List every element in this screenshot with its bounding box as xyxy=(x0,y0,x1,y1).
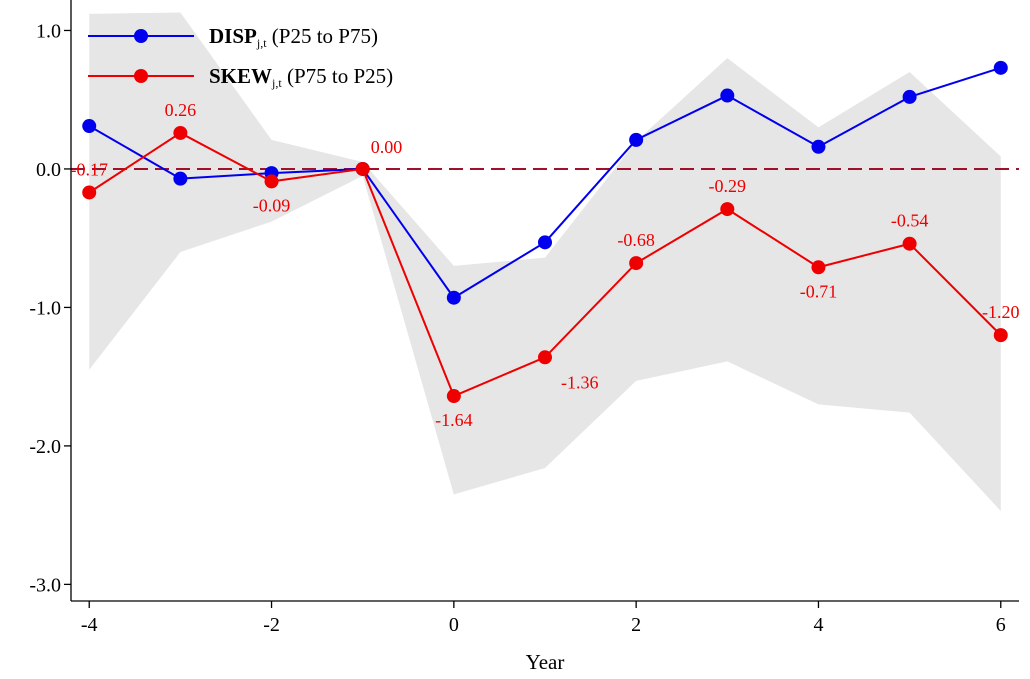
y-tick-label: 0.0 xyxy=(36,159,61,181)
data-label: 0.00 xyxy=(371,137,403,157)
x-tick-label: -2 xyxy=(263,614,280,636)
data-point-disp xyxy=(993,60,1008,75)
axes-layer: 1.0 0.0 -1.0 -2.0 -3.0 -4 -2 0 2 4 6 xyxy=(29,0,1019,636)
data-label: -0.68 xyxy=(617,230,655,250)
x-tick-label: 6 xyxy=(996,614,1006,636)
data-label: 0.26 xyxy=(165,100,197,120)
data-point-skew xyxy=(82,185,97,200)
data-label: -0.29 xyxy=(709,176,747,196)
data-point-skew xyxy=(446,389,461,404)
x-tick-label: 0 xyxy=(449,614,459,636)
data-point-skew xyxy=(173,125,188,140)
data-label: -0.09 xyxy=(253,195,291,215)
legend-marker xyxy=(134,29,148,43)
data-point-skew xyxy=(720,202,735,217)
legend-label: SKEWj,t (P75 to P25) xyxy=(209,64,393,90)
data-point-skew xyxy=(538,350,552,365)
data-label: -0.17 xyxy=(70,159,108,179)
x-tick-label: 4 xyxy=(813,614,823,636)
data-label: -0.54 xyxy=(891,211,929,231)
x-tick-label: -4 xyxy=(81,614,98,636)
data-point-disp xyxy=(173,171,188,186)
y-tick-label: -1.0 xyxy=(29,297,61,319)
data-point-skew xyxy=(902,236,917,251)
confidence-band xyxy=(89,12,1001,511)
data-point-skew xyxy=(629,256,644,271)
data-label: -0.71 xyxy=(800,281,838,301)
confidence-band-layer xyxy=(89,12,1001,511)
data-point-disp xyxy=(82,119,97,134)
data-point-disp xyxy=(538,235,552,250)
data-point-disp xyxy=(446,290,461,305)
data-label: -1.36 xyxy=(561,372,599,392)
y-tick-label: -2.0 xyxy=(29,436,61,458)
data-label: -1.20 xyxy=(982,302,1020,322)
data-label: -1.64 xyxy=(435,410,473,430)
data-point-skew xyxy=(993,328,1008,343)
y-tick-label: -3.0 xyxy=(29,574,61,596)
data-point-disp xyxy=(629,132,644,147)
x-axis-title: Year xyxy=(526,650,565,674)
data-point-disp xyxy=(811,139,826,154)
legend: DISPj,t (P25 to P75) SKEWj,t (P75 to P25) xyxy=(88,24,393,90)
data-point-skew xyxy=(355,161,370,176)
series-layer xyxy=(82,60,1008,404)
data-point-skew xyxy=(811,260,826,275)
data-point-disp xyxy=(902,89,917,104)
legend-marker xyxy=(134,69,148,83)
data-label-layer: -0.17 0.26 -0.09 0.00 -1.64 -1.36 -0.68 -0.29 -0… xyxy=(70,100,1019,430)
data-point-skew xyxy=(264,174,279,189)
legend-label: DISPj,t (P25 to P75) xyxy=(209,24,378,50)
data-point-disp xyxy=(720,88,735,103)
x-tick-label: 2 xyxy=(631,614,641,636)
y-tick-label: 1.0 xyxy=(36,20,61,42)
